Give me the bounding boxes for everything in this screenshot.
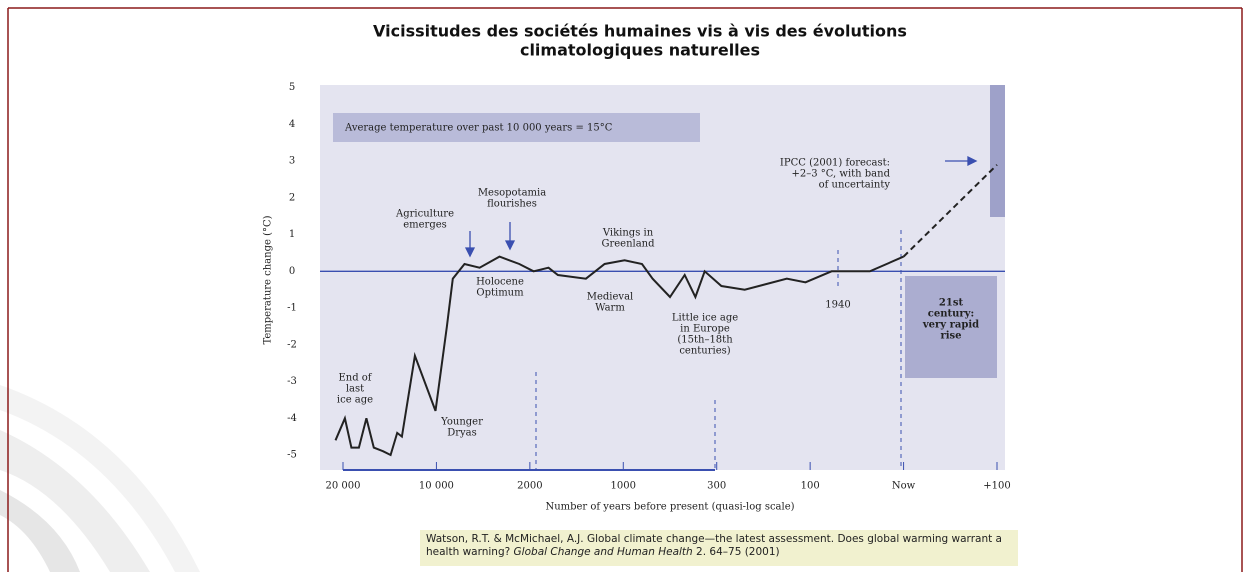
citation-text: Watson, R.T. & McMichael, A.J. Global cl…	[426, 533, 1002, 558]
annotation: of uncertainty	[819, 180, 891, 191]
x-tick-label: 20 000	[326, 481, 361, 492]
x-tick-label: +100	[983, 481, 1010, 492]
annotation: 21st	[939, 298, 964, 309]
uncertainty-band	[990, 85, 1005, 217]
swoosh	[0, 430, 150, 572]
chart-title: Vicissitudes des sociétés humaines vis à…	[373, 22, 907, 41]
annotation: IPCC (2001) forecast:	[780, 158, 890, 169]
annotation: Vikings in	[602, 228, 654, 239]
y-tick-label: -2	[287, 339, 297, 350]
annotation: 1940	[825, 300, 850, 311]
annotation: Holocene	[476, 277, 524, 288]
x-tick-label: 100	[801, 481, 820, 492]
y-tick-label: -3	[287, 376, 297, 387]
plot-background	[320, 85, 1005, 470]
y-tick-label: 2	[289, 192, 295, 203]
annotation: very rapid	[922, 320, 979, 331]
annotation: in Europe	[680, 324, 730, 335]
annotation: (15th–18th	[677, 335, 733, 346]
x-axis-label: Number of years before present (quasi-lo…	[545, 502, 794, 513]
annotation: century:	[928, 309, 974, 320]
arrow-head	[464, 247, 476, 258]
x-tick-label: 2000	[517, 481, 542, 492]
citation-journal: Global Change and Human Health	[513, 546, 693, 558]
x-tick-label: 10 000	[419, 481, 454, 492]
annotation: Optimum	[476, 288, 524, 299]
swoosh	[0, 385, 200, 572]
annotation: emerges	[403, 220, 447, 231]
citation: Watson, R.T. & McMichael, A.J. Global cl…	[420, 530, 1018, 566]
data-line	[902, 164, 998, 258]
century-box	[905, 276, 997, 378]
decoration	[0, 7, 1243, 572]
y-tick-label: -1	[287, 303, 297, 314]
annotation: flourishes	[487, 199, 537, 210]
y-tick-label: 1	[289, 229, 295, 240]
y-tick-label: 3	[289, 156, 295, 167]
chart-title: climatologiques naturelles	[520, 41, 760, 60]
annotation: centuries)	[679, 346, 730, 357]
x-tick-label: Now	[892, 481, 916, 492]
arrows	[464, 155, 978, 258]
annotation: Warm	[595, 303, 625, 314]
period-lines	[535, 230, 902, 470]
annotation: Younger	[440, 417, 483, 428]
swoosh	[0, 490, 80, 572]
annotation: Mesopotamia	[478, 188, 546, 199]
average-box	[333, 113, 700, 142]
arrow-head	[967, 155, 978, 167]
annotation: ice age	[337, 395, 373, 406]
y-tick-label: -4	[287, 413, 297, 424]
annotation: Medieval	[587, 292, 633, 303]
annotation: End of	[338, 373, 372, 384]
y-tick-label: -5	[287, 449, 297, 460]
annotation: Average temperature over past 10 000 yea…	[344, 123, 613, 134]
x-tick-label: 300	[707, 481, 726, 492]
data-line	[334, 255, 904, 457]
y-axis-label: Temperature change (°C)	[263, 215, 274, 344]
y-tick-label: 0	[289, 266, 295, 277]
annotation: Greenland	[601, 239, 655, 250]
x-tick-label: 1000	[611, 481, 636, 492]
annotation: +2–3 °C, with band	[791, 169, 890, 180]
annotation: Dryas	[447, 428, 477, 439]
annotation: Little ice age	[672, 313, 738, 324]
annotation: last	[346, 384, 364, 395]
citation-ref: 2. 64–75 (2001)	[692, 546, 780, 558]
y-tick-label: 4	[289, 119, 295, 130]
arrow-head	[504, 240, 516, 251]
annotation: Agriculture	[395, 209, 454, 220]
y-tick-label: 5	[289, 82, 295, 93]
annotation: rise	[940, 331, 961, 342]
